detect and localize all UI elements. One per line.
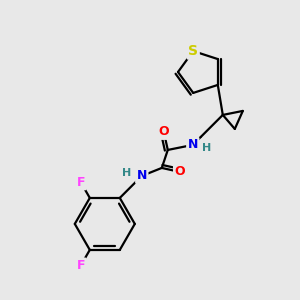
Text: O: O [158, 125, 169, 138]
Text: O: O [175, 165, 185, 178]
Text: S: S [188, 44, 198, 58]
Text: H: H [202, 143, 212, 153]
Text: F: F [76, 259, 85, 272]
Text: F: F [76, 176, 85, 189]
Text: H: H [122, 168, 131, 178]
Text: N: N [188, 138, 198, 152]
Text: N: N [136, 169, 147, 182]
